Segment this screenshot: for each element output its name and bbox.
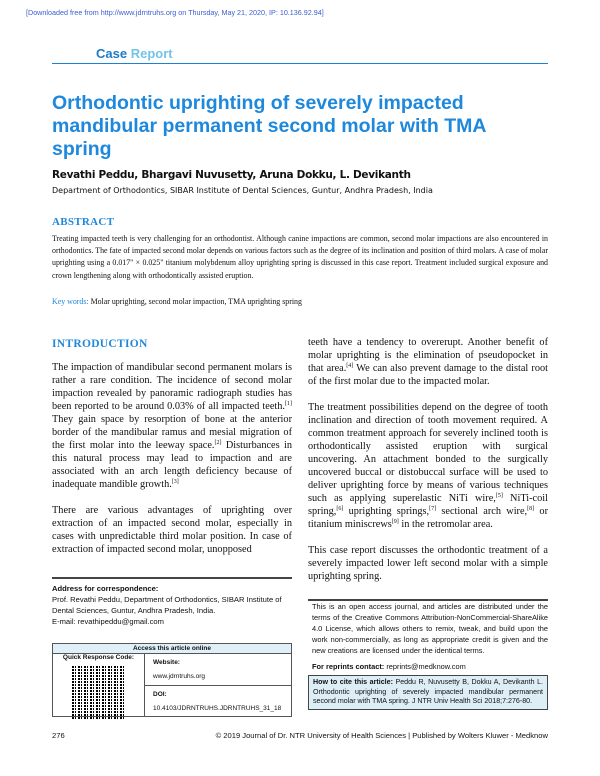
- reprints: For reprints contact: reprints@medknow.c…: [312, 662, 466, 671]
- qr-label: Quick Response Code:: [62, 654, 135, 661]
- keywords: Key words: Molar uprighting, second mola…: [52, 297, 302, 306]
- intro-paragraph-4: The treatment possibilities depend on th…: [308, 402, 548, 530]
- left-column: The impaction of mandibular second perma…: [52, 361, 292, 569]
- reprints-email[interactable]: reprints@medknow.com: [386, 662, 466, 671]
- download-notice: [Downloaded free from http://www.jdrntru…: [26, 8, 324, 17]
- keywords-label: Key words:: [52, 297, 89, 306]
- authors: Revathi Peddu, Bhargavi Nuvusetty, Aruna…: [52, 169, 411, 181]
- divider: [308, 599, 548, 601]
- section-label-case: Case: [96, 46, 128, 61]
- intro-paragraph-3: teeth have a tendency to overerupt. Anot…: [308, 337, 549, 387]
- article-title: Orthodontic uprighting of severely impac…: [52, 92, 486, 160]
- qr-code-icon[interactable]: [71, 665, 126, 719]
- section-label: Case Report: [52, 46, 548, 64]
- correspondence-label: Address for correspondence:: [52, 584, 159, 593]
- page-number: 276: [52, 731, 65, 740]
- reprints-label: For reprints contact:: [312, 662, 385, 671]
- correspondence: Address for correspondence: Prof. Revath…: [52, 583, 292, 627]
- open-access-notice: This is an open access journal, and arti…: [312, 602, 548, 655]
- website-label: Website:: [153, 659, 180, 666]
- doi-value[interactable]: 10.4103/JDRNTRUHS.JDRNTRUHS_31_18: [153, 705, 282, 712]
- section-label-report: Report: [130, 46, 173, 61]
- right-column: teeth have a tendency to overerupt. Anot…: [308, 336, 548, 596]
- citation-box: How to cite this article: Peddu R, Nuvus…: [308, 675, 548, 710]
- citation-text: Peddu R, Nuvusetty B, Dokku A, Devikanth…: [313, 678, 543, 706]
- access-header: Access this article online: [53, 644, 291, 654]
- divider: [52, 577, 292, 579]
- access-box: Access this article online Quick Respons…: [52, 643, 292, 719]
- website-link[interactable]: www.jdrntruhs.org: [153, 673, 206, 680]
- intro-paragraph-1: The impaction of mandibular second perma…: [52, 362, 292, 490]
- citation-label: How to cite this article:: [313, 678, 393, 686]
- correspondence-address: Prof. Revathi Peddu, Department of Ortho…: [52, 595, 282, 615]
- introduction-heading: INTRODUCTION: [52, 338, 148, 350]
- footer: © 2019 Journal of Dr. NTR University of …: [215, 731, 548, 740]
- doi-label: DOI:: [153, 691, 167, 698]
- correspondence-email[interactable]: E-mail: revathipeddu@gmail.com: [52, 617, 164, 626]
- abstract-text: Treating impacted teeth is very challeng…: [52, 234, 548, 280]
- abstract-heading: ABSTRACT: [52, 216, 115, 228]
- intro-paragraph-5: This case report discusses the orthodont…: [308, 545, 548, 582]
- keywords-text: Molar uprighting, second molar impaction…: [90, 297, 302, 306]
- intro-paragraph-2: There are various advantages of uprighti…: [52, 505, 292, 555]
- affiliation: Department of Orthodontics, SIBAR Instit…: [52, 186, 433, 195]
